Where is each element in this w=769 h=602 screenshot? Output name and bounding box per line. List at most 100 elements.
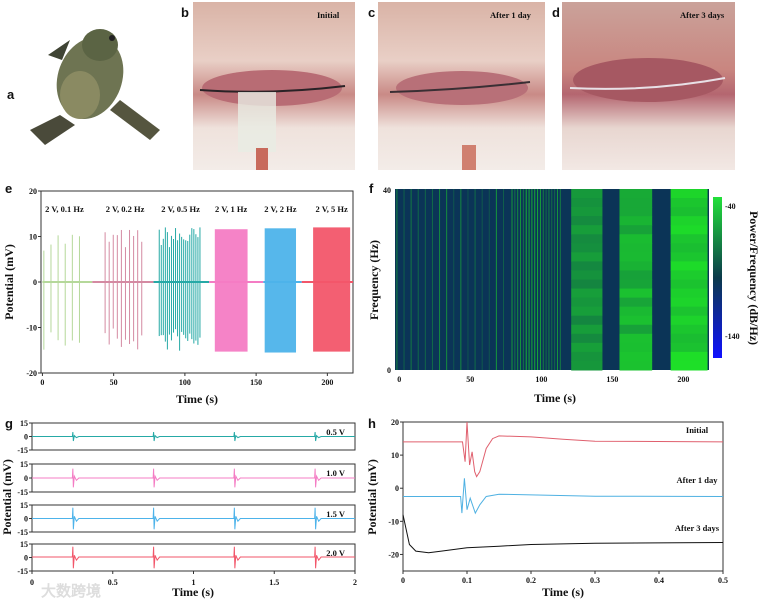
f-cell	[619, 261, 653, 271]
g-series-label: 1.5 V	[326, 509, 346, 519]
f-cell	[571, 234, 603, 244]
e-burst	[214, 229, 248, 352]
f-colorbar-tick: -140	[725, 332, 740, 341]
panel-label-f: f	[369, 181, 374, 196]
e-xtick-label: 200	[321, 378, 333, 387]
frog-photo	[30, 29, 160, 145]
e-series-label: 2 V, 5 Hz	[315, 204, 348, 214]
f-xtick-label: 200	[677, 375, 689, 384]
e-burst	[313, 227, 351, 352]
h-trace-2	[402, 514, 724, 554]
h-xtick-label: 0.4	[654, 576, 664, 585]
f-cell	[670, 198, 708, 208]
f-cell	[619, 198, 653, 208]
f-cell	[619, 225, 653, 235]
f-pulse-line	[403, 189, 405, 370]
f-cell	[670, 216, 708, 226]
f-xtick-label: 100	[535, 375, 547, 384]
f-cell	[571, 225, 603, 235]
f-ylabel: Frequency (Hz)	[367, 240, 381, 320]
f-colorbar	[713, 197, 722, 358]
f-cell	[619, 342, 653, 353]
f-cell	[619, 207, 653, 217]
f-cell	[670, 225, 708, 235]
f-cell	[619, 315, 653, 326]
e-xtick-label: 50	[110, 378, 118, 387]
h-xtick-label: 0.5	[718, 576, 728, 585]
f-cell	[619, 324, 653, 335]
f-cell	[619, 306, 653, 317]
f-pulse-line	[528, 189, 530, 370]
h-ytick-label: 0	[395, 484, 399, 493]
panel-label-e: e	[5, 181, 12, 196]
h-ytick-label: 20	[391, 418, 399, 427]
f-cell	[571, 315, 603, 326]
h-xtick-label: 0.2	[526, 576, 536, 585]
f-pulse-line	[556, 189, 558, 370]
f-pulse-line	[424, 189, 426, 370]
f-pulse-line	[439, 189, 441, 370]
g-trace-0	[32, 431, 355, 442]
g3-ytick-label: 0	[24, 554, 28, 563]
h-trace-1	[403, 478, 724, 515]
g-series-label: 0.5 V	[326, 427, 346, 437]
f-cell	[571, 333, 603, 344]
e-series-4	[263, 228, 302, 353]
photo-after-1-day: After 1 day	[378, 2, 545, 170]
f-xlabel: Time (s)	[534, 391, 576, 405]
f-pulse-line	[410, 189, 412, 370]
f-cell	[670, 351, 708, 362]
f-cell	[670, 270, 708, 280]
g-series-label: 2.0 V	[326, 548, 346, 558]
panel-label-h: h	[368, 416, 376, 431]
g2-ytick-label: 15	[20, 501, 28, 510]
photo-after-3-days: After 3 days	[562, 2, 735, 170]
f-cell	[571, 243, 603, 253]
e-series-1	[92, 229, 154, 350]
f-cell	[670, 315, 708, 326]
f-xtick-label: 0	[397, 375, 401, 384]
h-series-label: Initial	[686, 425, 709, 435]
f-cell	[670, 261, 708, 271]
f-pulse-line	[474, 189, 476, 370]
e-xtick-label: 0	[40, 378, 44, 387]
f-cell	[619, 333, 653, 344]
f-segment-1	[511, 189, 561, 370]
h-ylabel: Potential (mV)	[365, 459, 379, 535]
f-segment-7	[670, 189, 708, 371]
g0-ytick-label: 0	[24, 433, 28, 442]
f-cell	[670, 234, 708, 244]
f-cell	[670, 342, 708, 353]
e-series-2	[153, 227, 210, 351]
e-series-5	[301, 227, 353, 352]
f-cell	[619, 351, 653, 362]
f-segment-3	[571, 189, 603, 371]
h-ytick-label: 10	[391, 451, 399, 460]
e-burst	[264, 228, 297, 353]
f-cell	[670, 297, 708, 308]
panel-label-a: a	[7, 87, 15, 102]
f-cell	[571, 306, 603, 317]
f-xtick-label: 150	[606, 375, 618, 384]
e-series-label: 2 V, 1 Hz	[215, 204, 248, 214]
f-pulse-line	[525, 189, 527, 370]
h-ytick-label: -20	[388, 550, 399, 559]
e-xlabel: Time (s)	[176, 392, 218, 406]
f-cell	[670, 324, 708, 335]
f-pulse-line	[502, 189, 504, 370]
f-cell	[670, 360, 708, 371]
f-cell	[670, 333, 708, 344]
e-series-label: 2 V, 0.2 Hz	[106, 204, 145, 214]
g3-ytick-label: 15	[20, 540, 28, 549]
g3-xtick-label: 0	[30, 578, 34, 587]
f-cell	[670, 288, 708, 299]
f-pulse-line	[537, 189, 539, 370]
f-cell	[619, 279, 653, 290]
f-pulse-line	[460, 189, 462, 370]
f-pulse-line	[522, 189, 524, 370]
g3-ytick-label: -15	[17, 567, 28, 576]
f-cell	[571, 342, 603, 353]
e-ytick-label: -10	[26, 324, 37, 333]
g1-ytick-label: 0	[24, 474, 28, 483]
f-ytick-label: 0	[387, 366, 391, 375]
